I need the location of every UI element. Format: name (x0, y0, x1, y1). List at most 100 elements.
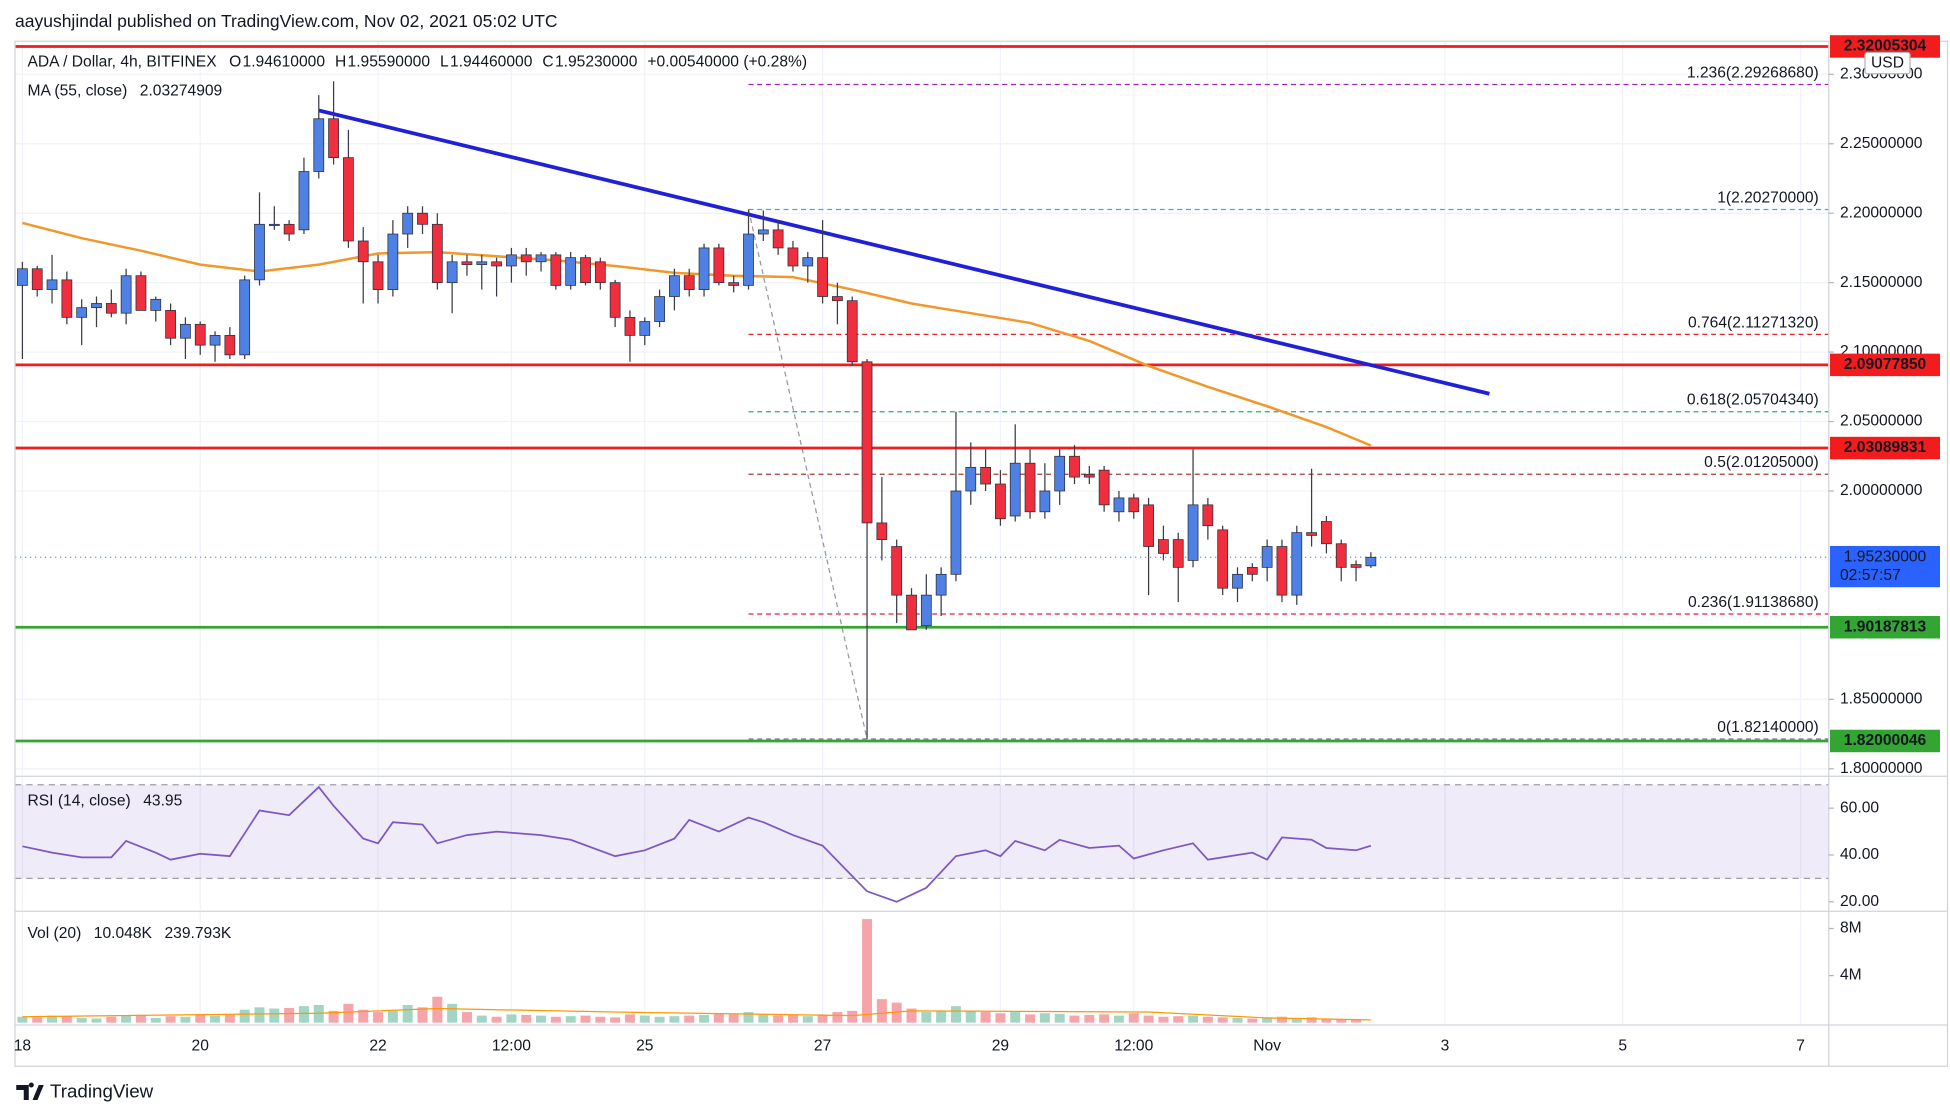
level-badge (1830, 353, 1940, 377)
volume-bar (1128, 1013, 1139, 1023)
volume-bar (1010, 1012, 1021, 1023)
volume-bar (773, 1015, 784, 1023)
y-tick-label: 4M (1840, 967, 1862, 984)
volume-bar (298, 1006, 309, 1023)
volume-bar (506, 1014, 517, 1023)
candle-body (920, 594, 932, 627)
candle-body (506, 254, 517, 267)
volume-bar (1173, 1016, 1184, 1023)
candle-body (91, 303, 102, 309)
volume-bar (224, 1014, 235, 1023)
rsi-line (22, 785, 1372, 903)
volume-bar (847, 1010, 858, 1023)
candle-body (61, 279, 73, 318)
candle-body (209, 335, 221, 346)
volume-bar (417, 1007, 428, 1023)
volume-bar (239, 1009, 250, 1023)
candle-body (476, 261, 488, 265)
countdown-label: 02:57:57 (1840, 567, 1901, 584)
volume-bar (550, 1016, 561, 1023)
candle-body (1202, 504, 1214, 527)
volume-bar (373, 1012, 384, 1023)
candle-body (1335, 543, 1347, 568)
volume-bar (862, 919, 873, 1023)
candle-body (1321, 521, 1332, 545)
volume-bar (61, 1016, 72, 1023)
volume-bar (491, 1016, 502, 1023)
volume-legend-name: Vol (20) (28, 925, 82, 942)
volume-bar (1025, 1014, 1036, 1023)
candle-body (1291, 532, 1303, 596)
volume-bar (32, 1017, 43, 1023)
candle-body (254, 223, 265, 281)
candle-body (135, 275, 147, 311)
candle-body (357, 240, 369, 263)
volume-bar (1276, 1016, 1287, 1023)
x-tick-label: Nov (1253, 1037, 1281, 1054)
volume-bar (447, 1003, 458, 1023)
currency-badge (1864, 51, 1911, 75)
candle-body (669, 275, 680, 297)
candle-body (609, 282, 621, 318)
candle-body (1024, 462, 1036, 513)
last-price-label: 1.95230000 (1844, 548, 1927, 565)
fib-level-label: 0.236(1.91138680) (1688, 594, 1819, 611)
candle-body (372, 261, 384, 290)
ohlc-value: 1.94610000 (243, 54, 326, 71)
volume-bar (1099, 1014, 1110, 1023)
candle-body (1113, 497, 1125, 513)
level-badge-label: 2.03089831 (1844, 439, 1927, 456)
rsi-legend-name: RSI (14, close) (28, 792, 131, 809)
fib-level-label: 0.618(2.05704340) (1687, 392, 1819, 409)
volume-legend-value: 10.048K (94, 925, 153, 942)
volume-bar (580, 1015, 591, 1023)
volume-bar (1054, 1013, 1065, 1023)
volume-bar (565, 1016, 576, 1023)
candle-body (802, 257, 814, 267)
candle-body (1172, 539, 1184, 568)
volume-bar (432, 996, 443, 1023)
volume-bar (1158, 1016, 1169, 1023)
y-tick-label: 8M (1840, 920, 1862, 937)
volume-bar (980, 1012, 991, 1023)
candle-body (1009, 462, 1021, 517)
y-tick-label: 2.25000000 (1840, 135, 1923, 152)
candle-body (594, 261, 606, 284)
volume-bar (595, 1016, 606, 1023)
candle-body (980, 466, 991, 485)
x-tick-label: 20 (192, 1037, 210, 1054)
candle-body (995, 483, 1006, 520)
volume-pane (17, 919, 1376, 1023)
level-badge (1830, 729, 1940, 753)
candle-body (861, 361, 873, 524)
volume-bar (1321, 1018, 1332, 1023)
candle-body (950, 490, 962, 575)
candle-body (550, 254, 562, 286)
volume-bar (76, 1017, 87, 1023)
x-tick-label: 12:00 (1114, 1037, 1153, 1054)
volume-bar (743, 1012, 754, 1023)
y-tick-label: 2.20000000 (1840, 204, 1923, 221)
candle-body (1306, 532, 1317, 536)
volume-bar (106, 1016, 117, 1023)
candle-body (150, 298, 162, 311)
price-pane (15, 45, 1829, 743)
volume-bar (1039, 1013, 1050, 1023)
volume-bar (1291, 1017, 1302, 1023)
volume-bar (521, 1014, 532, 1023)
ohlc-value: 1.95590000 (348, 54, 431, 71)
axis-layer: 18202212:0025272912:00Nov3572.300000002.… (14, 35, 1940, 1054)
x-tick-label: 25 (636, 1037, 654, 1054)
volume-bar (787, 1014, 798, 1023)
brand-logo: TradingView (16, 1080, 154, 1101)
candle-body (965, 466, 977, 492)
y-tick-label: 1.85000000 (1840, 690, 1923, 707)
volume-bar (135, 1015, 146, 1023)
candle-body (491, 261, 502, 267)
rsi-pane (15, 784, 1829, 903)
candle-body (1098, 469, 1110, 506)
volume-bar (758, 1014, 769, 1023)
candle-body (891, 546, 903, 596)
volume-bar (936, 1010, 947, 1023)
